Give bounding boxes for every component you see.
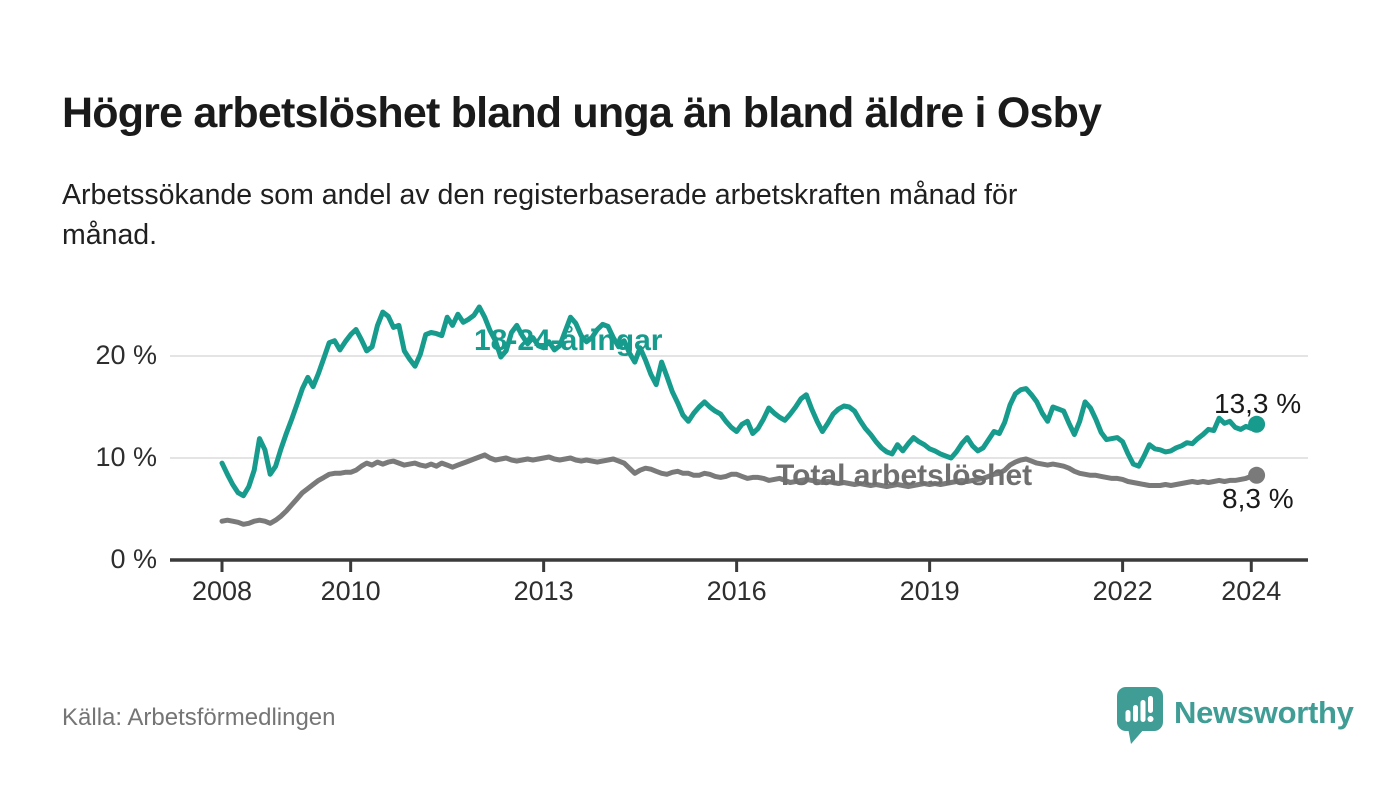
series-line-young [219,304,1260,499]
newsworthy-logo-icon [1117,687,1163,744]
x-tick-label: 2022 [1092,576,1153,606]
y-tick-label: 20 % [95,340,157,370]
end-dot-young [1248,415,1266,433]
x-tick-label: 2019 [899,576,960,606]
x-tick-label: 2013 [513,576,574,606]
end-dot-total [1248,466,1266,484]
series-label-total: Total arbetslöshet [776,459,1033,492]
y-tick-label: 10 % [95,442,157,472]
x-tick-label: 2016 [706,576,767,606]
series-line-total [219,452,1260,527]
x-tick-label: 2008 [191,576,253,606]
x-tick-label: 2024 [1221,576,1282,606]
newsworthy-wordmark: Newsworthy [1174,695,1354,730]
x-tick-label: 2010 [320,576,381,606]
page-subtitle: Arbetssökande som andel av den registerb… [62,178,1018,251]
page-title: Högre arbetslöshet bland unga än bland ä… [62,88,1102,137]
newsworthy-logo: Newsworthy [1117,687,1354,745]
y-tick-label: 0 % [110,544,157,574]
end-value-young: 13,3 % [1214,388,1302,419]
end-value-total: 8,3 % [1222,483,1294,514]
series-label-young: 18-24-åringar [474,324,663,357]
source-note: Källa: Arbetsförmedlingen [62,704,336,731]
